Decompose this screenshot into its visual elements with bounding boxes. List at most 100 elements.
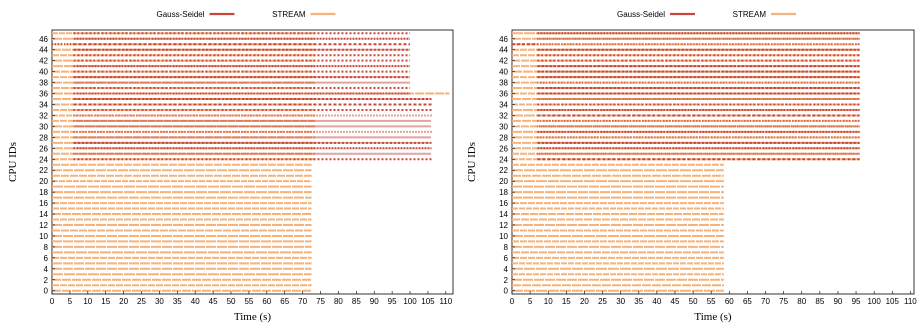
x-tick-label: 45: [671, 297, 680, 306]
x-tick-label: 35: [173, 297, 182, 306]
x-tick-label: 0: [510, 297, 515, 306]
x-tick-label: 70: [298, 297, 307, 306]
y-tick-label: 0: [504, 287, 509, 296]
x-tick-label: 5: [68, 297, 73, 306]
chart-left: 0 5 10 15 20 25 30 35 40 45 50 55 60 65 70 75 80 85 90 95 10…: [0, 0, 458, 328]
y-tick-label: 28: [39, 133, 48, 142]
y-tick-label: 36: [499, 90, 508, 99]
y-tick-label: 2: [504, 276, 509, 285]
legend: Gauss-Seidel STREAM: [156, 10, 336, 19]
x-tick-label: 110: [439, 297, 452, 306]
y-tick-label: 14: [499, 210, 508, 219]
x-tick-label: 20: [580, 297, 589, 306]
y-tick-label: 10: [499, 232, 508, 241]
y-tick-label: 26: [499, 144, 508, 153]
x-tick-label: 75: [779, 297, 788, 306]
data-marks: [512, 32, 860, 292]
x-tick-label: 55: [244, 297, 253, 306]
y-tick-label: 6: [504, 254, 509, 263]
x-tick-label: 35: [634, 297, 643, 306]
x-tick-label: 95: [388, 297, 397, 306]
y-tick-label: 30: [39, 122, 48, 131]
y-tick-label: 46: [39, 35, 48, 44]
y-tick-label: 36: [39, 90, 48, 99]
x-tick-label: 10: [544, 297, 553, 306]
chart-right-svg: 0 5 10 15 20 25 30 35 40 45 50 55 60 65 70 75 80 85 90 95 10…: [466, 10, 917, 323]
x-tick-label: 30: [616, 297, 625, 306]
y-tick-label: 4: [44, 265, 49, 274]
data-marks: [52, 32, 450, 292]
x-tick-label: 30: [155, 297, 164, 306]
x-tick-label: 75: [316, 297, 325, 306]
y-tick-label: 18: [39, 188, 48, 197]
x-tick-label: 10: [83, 297, 92, 306]
y-tick-label: 26: [39, 144, 48, 153]
y-tick-label: 16: [499, 199, 508, 208]
x-tick-label: 100: [867, 297, 881, 306]
x-tick-label: 60: [725, 297, 734, 306]
legend-label-gauss: Gauss-Seidel: [617, 10, 665, 19]
y-tick-label: 40: [499, 68, 508, 77]
y-tick-label: 12: [39, 221, 48, 230]
y-tick-label: 20: [499, 177, 508, 186]
x-tick-label: 80: [334, 297, 343, 306]
y-tick-label: 18: [499, 188, 508, 197]
chart-left-svg: 0 5 10 15 20 25 30 35 40 45 50 55 60 65 70 75 80 85 90 95 10…: [7, 10, 454, 323]
x-tick-label: 80: [797, 297, 806, 306]
y-tick-label: 22: [39, 166, 48, 175]
y-tick-label: 32: [39, 111, 48, 120]
y-tick-label: 44: [499, 46, 508, 55]
y-tick-label: 6: [44, 254, 49, 263]
y-tick-label: 28: [499, 133, 508, 142]
x-tick-label: 55: [707, 297, 716, 306]
x-tick-label: 20: [119, 297, 128, 306]
x-tick-label: 50: [689, 297, 698, 306]
y-tick-label: 46: [499, 35, 508, 44]
y-tick-label: 38: [39, 79, 48, 88]
x-tick-label: 45: [209, 297, 218, 306]
x-tick-label: 65: [743, 297, 752, 306]
x-tick-label: 105: [886, 297, 900, 306]
x-tick-label: 105: [421, 297, 435, 306]
y-tick-label: 10: [39, 232, 48, 241]
x-tick-label: 25: [598, 297, 607, 306]
x-tick-label: 65: [280, 297, 289, 306]
x-tick-label: 110: [904, 297, 917, 306]
y-tick-label: 32: [499, 111, 508, 120]
y-tick-label: 44: [39, 46, 48, 55]
y-tick-label: 42: [499, 57, 508, 66]
x-tick-label: 0: [50, 297, 55, 306]
plot-frame: [511, 29, 915, 295]
plot-frame: [51, 29, 454, 295]
x-tick-label: 15: [101, 297, 110, 306]
x-tick-label: 60: [262, 297, 271, 306]
x-tick-label: 95: [852, 297, 861, 306]
y-tick-label: 24: [39, 155, 48, 164]
legend-label-stream: STREAM: [733, 10, 767, 19]
x-tick-label: 25: [137, 297, 146, 306]
x-tick-label: 100: [403, 297, 417, 306]
x-tick-label: 50: [227, 297, 236, 306]
x-axis-label: Time (s): [234, 311, 272, 323]
y-tick-label: 20: [39, 177, 48, 186]
y-tick-label: 42: [39, 57, 48, 66]
y-tick-label: 12: [499, 221, 508, 230]
y-axis-label: CPU IDs: [7, 142, 19, 182]
x-axis-label: Time (s): [694, 311, 732, 323]
y-tick-label: 34: [39, 100, 48, 109]
y-tick-label: 30: [499, 122, 508, 131]
y-tick-label: 22: [499, 166, 508, 175]
y-tick-label: 4: [504, 265, 509, 274]
y-tick-label: 14: [39, 210, 48, 219]
x-tick-label: 70: [761, 297, 770, 306]
legend: Gauss-Seidel STREAM: [617, 10, 796, 19]
x-tick-label: 5: [528, 297, 533, 306]
y-tick-label: 38: [499, 79, 508, 88]
y-tick-label: 24: [499, 155, 508, 164]
y-tick-label: 2: [44, 276, 49, 285]
x-tick-label: 40: [191, 297, 200, 306]
x-tick-label: 85: [352, 297, 361, 306]
x-tick-label: 40: [652, 297, 661, 306]
legend-label-gauss: Gauss-Seidel: [156, 10, 204, 19]
y-tick-label: 8: [44, 243, 49, 252]
